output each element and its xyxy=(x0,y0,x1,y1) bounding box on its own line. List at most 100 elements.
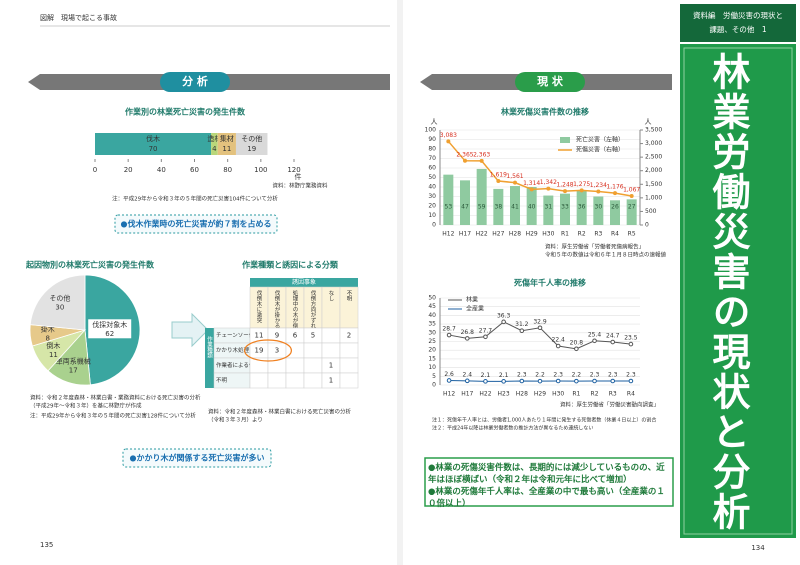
point-label: 1,234 xyxy=(590,182,607,189)
x-tick-label: H17 xyxy=(459,231,471,238)
cell xyxy=(303,342,323,359)
marker xyxy=(596,189,601,194)
x-tick-label: H27 xyxy=(492,231,504,238)
bar xyxy=(510,186,520,225)
cell xyxy=(303,357,323,374)
x-tick-label: H12 xyxy=(442,231,454,238)
note: 注：平成29年から令和３年の５年間の死亡災害128件について分析 xyxy=(30,412,196,420)
point-label: 2.3 xyxy=(626,371,636,378)
marker xyxy=(519,378,525,384)
slice-value: 11 xyxy=(49,351,58,359)
cell xyxy=(321,342,341,359)
cell xyxy=(249,372,269,389)
marker xyxy=(592,378,597,384)
x-tick-label: 60 xyxy=(190,166,199,174)
column-header: 処理中の木が倒れる xyxy=(292,289,299,340)
column-header: 伐倒木に激突 xyxy=(256,289,263,325)
tab-frame xyxy=(683,47,793,535)
cell-value: 6 xyxy=(293,332,298,340)
bar-label: 53 xyxy=(445,204,453,211)
x-tick-label: R4 xyxy=(627,391,635,398)
x-tick-label: H29 xyxy=(526,231,538,238)
y-tick-label: 30 xyxy=(428,329,436,336)
y-tick-label: 50 xyxy=(428,174,436,181)
y-tick-label: 10 xyxy=(428,364,436,371)
column-header: 伐倒方向がずれる xyxy=(310,289,317,335)
table-title: 作業種類と誘因による分類 xyxy=(242,260,339,270)
marker xyxy=(610,378,616,384)
cell-value: 2 xyxy=(347,332,351,340)
bar xyxy=(626,199,637,225)
marker xyxy=(464,336,470,341)
y-tick-label: 40 xyxy=(428,184,436,191)
marker xyxy=(579,188,584,193)
bar xyxy=(593,196,604,225)
x-tick-label: R3 xyxy=(609,391,617,398)
y2-tick-label: 3,000 xyxy=(645,140,662,147)
label-box xyxy=(87,318,133,340)
slice-label: 車両系機械 xyxy=(56,357,91,366)
bar xyxy=(476,168,487,225)
tab-text: 課題、その他 1 xyxy=(709,24,766,34)
x-tick-label: H22 xyxy=(476,231,488,238)
tab-head xyxy=(680,4,796,42)
segment-name: その他 xyxy=(241,134,262,143)
cell-value: 9 xyxy=(275,332,279,340)
cell xyxy=(339,342,359,359)
y-tick-label: 70 xyxy=(428,155,436,162)
y2-tick-label: 2,500 xyxy=(645,154,662,161)
row-label: かかり木処理 xyxy=(216,346,250,354)
summary-box xyxy=(424,457,674,507)
marker xyxy=(574,346,579,352)
point-label: 28.7 xyxy=(442,326,456,333)
marker xyxy=(574,378,579,384)
bar xyxy=(526,187,537,225)
x-tick-label: H30 xyxy=(542,231,554,238)
legend-label: 全産業 xyxy=(466,305,484,313)
bar xyxy=(460,180,470,225)
x-tick-label: 20 xyxy=(124,166,133,174)
marker xyxy=(628,378,634,384)
source: （平成29年～令和３年）を基に林野庁が作成 xyxy=(30,402,142,410)
banner-pill xyxy=(515,72,585,92)
tab-text: 資料編 労働災害の現状と xyxy=(693,10,783,20)
callout-box xyxy=(114,214,278,234)
vertical-title: 林業労働災害の現状と分析 xyxy=(706,52,750,532)
point-label: 1,248 xyxy=(556,182,573,189)
point-label: 2.2 xyxy=(572,372,582,379)
legend-swatch xyxy=(560,137,570,143)
page-number: 134 xyxy=(751,544,765,552)
callout: ●かかり木が関係する死亡災害が多い xyxy=(130,453,265,463)
note: 令和５年の数値は令和６年１月８日時点の速報値 xyxy=(545,251,667,259)
marker xyxy=(537,378,543,384)
y-tick-label: 20 xyxy=(428,347,436,354)
x-tick-label: H29 xyxy=(534,391,546,398)
y-unit: 人 xyxy=(431,118,438,126)
cell xyxy=(339,372,359,389)
column-header: 不明 xyxy=(346,290,353,303)
bar-label: 38 xyxy=(495,204,503,211)
marker xyxy=(537,325,543,331)
bar xyxy=(576,190,587,225)
marker xyxy=(501,319,506,325)
group-label: 作業種類 xyxy=(206,335,213,360)
bar xyxy=(493,188,504,225)
point-label: 36.3 xyxy=(497,312,511,319)
chart-title: 死傷年千人率の推移 xyxy=(513,278,586,288)
slice-label: その他 xyxy=(49,293,70,302)
chart-title: 作業別の林業死亡災害の発生件数 xyxy=(125,107,246,117)
x-tick-label: H30 xyxy=(552,391,564,398)
bar xyxy=(543,195,554,225)
marker xyxy=(496,179,501,184)
table-note: 資料：令和２年度森林・林業白書における死亡災害の分析 xyxy=(208,408,352,416)
y-tick-label: 80 xyxy=(428,146,436,153)
tab-panel xyxy=(680,44,796,538)
source: 資料：令和２年度森林・林業白書・業務資料における死亡災害の分析 xyxy=(30,394,201,402)
point-label: 2.3 xyxy=(553,371,563,378)
note: 注１：死傷年千人率とは、労働者1,000人あたり１年間に発生する死傷者数（休業４… xyxy=(432,417,656,424)
summary-item: ●林業の死傷年千人率は、全産業の中で最も高い（全産業の１０倍以上） xyxy=(428,487,665,509)
x-tick-label: R5 xyxy=(628,231,636,238)
marker xyxy=(446,332,452,338)
source: 資料：厚生労働省「労働災害動向調査」 xyxy=(560,401,659,409)
marker xyxy=(464,378,470,384)
